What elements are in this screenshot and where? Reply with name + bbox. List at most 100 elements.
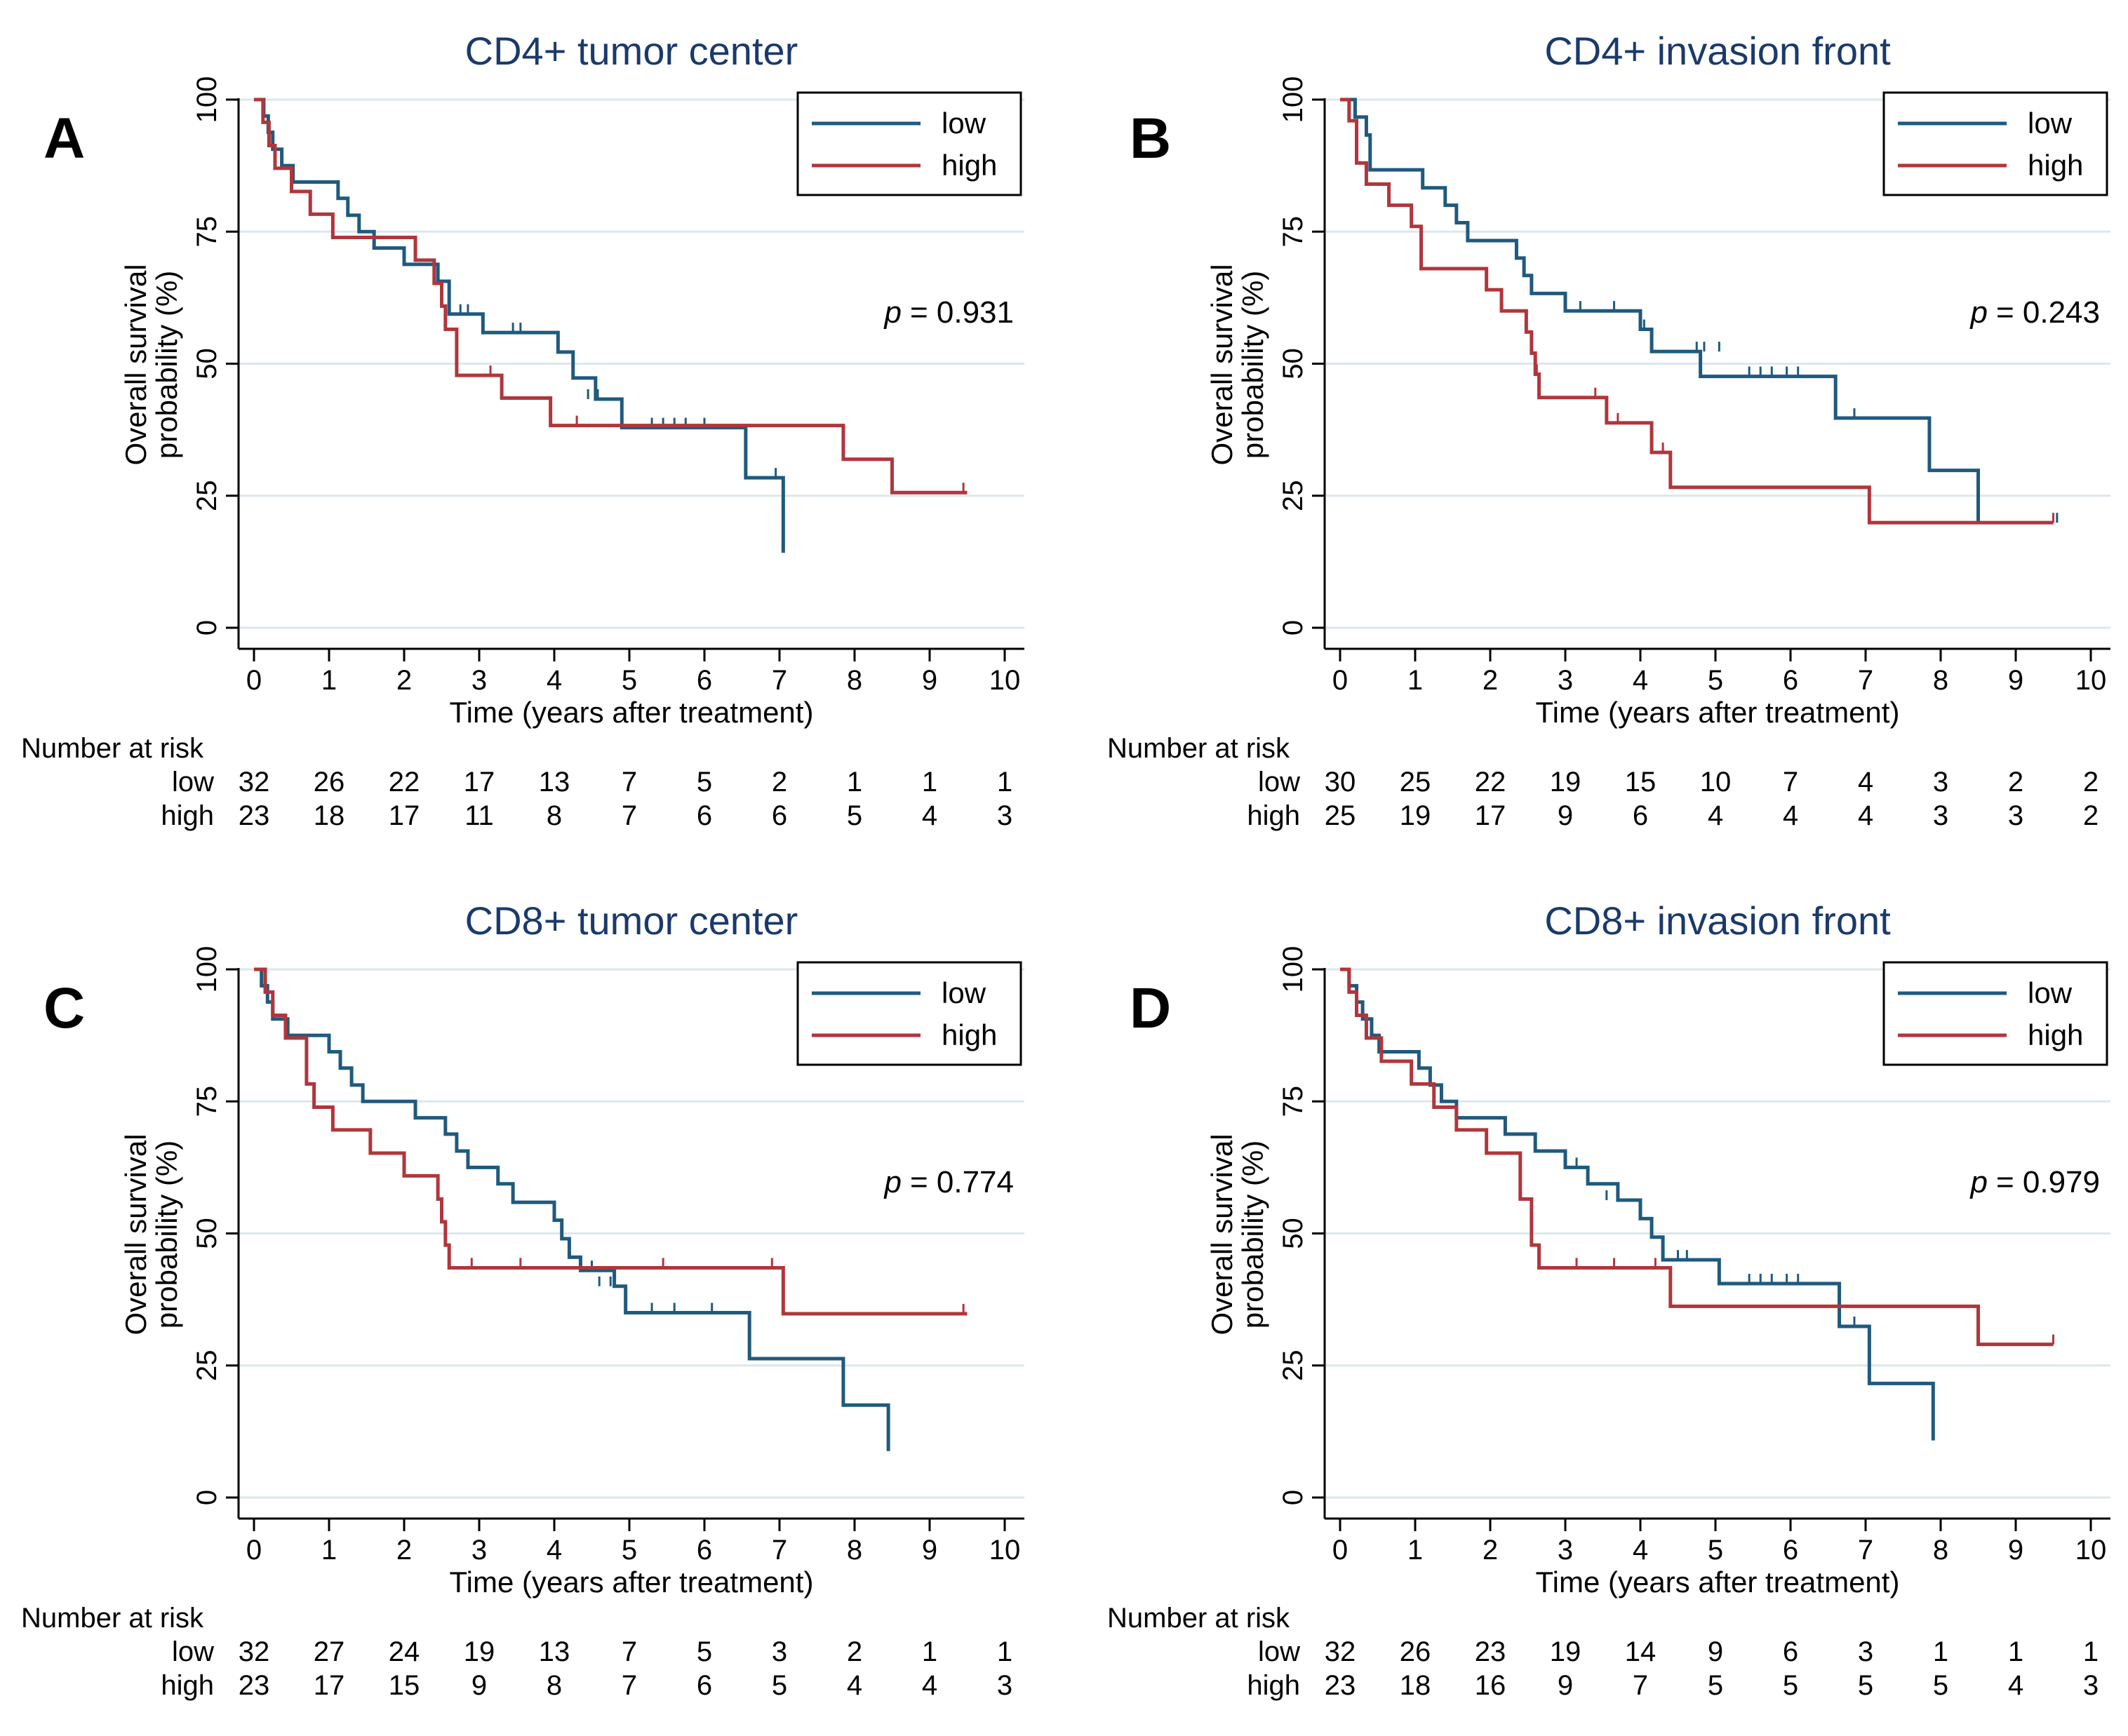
x-axis-label: Time (years after treatment) xyxy=(1536,696,1900,729)
legend-label-high: high xyxy=(2028,149,2083,182)
x-tick-label: 0 xyxy=(246,1535,262,1566)
x-axis-label: Time (years after treatment) xyxy=(450,696,814,729)
risk-count-high: 3 xyxy=(2008,800,2023,831)
risk-count-high: 17 xyxy=(1475,800,1506,831)
x-tick-label: 0 xyxy=(1332,665,1348,696)
y-axis-label-line2: probability (%) xyxy=(150,271,183,459)
risk-count-low: 1 xyxy=(997,767,1012,798)
risk-count-low: 19 xyxy=(464,1636,495,1667)
risk-count-low: 3 xyxy=(1933,767,1948,798)
risk-count-low: 2 xyxy=(2008,767,2023,798)
risk-count-low: 13 xyxy=(539,1636,570,1667)
risk-count-high: 3 xyxy=(997,800,1012,831)
risk-count-high: 7 xyxy=(1633,1670,1648,1701)
x-axis-label: Time (years after treatment) xyxy=(1536,1566,1900,1599)
y-tick-label: 100 xyxy=(192,76,222,123)
chart-title: CD8+ tumor center xyxy=(465,899,798,943)
x-tick-label: 2 xyxy=(1483,1535,1498,1566)
x-tick-label: 10 xyxy=(989,665,1021,696)
risk-table-header: Number at risk xyxy=(21,733,204,764)
risk-count-low: 1 xyxy=(922,767,937,798)
p-value-annotation: p = 0.774 xyxy=(883,1165,1014,1199)
risk-count-low: 1 xyxy=(2083,1636,2099,1667)
y-tick-label: 75 xyxy=(1278,1086,1309,1117)
risk-count-high: 5 xyxy=(1783,1670,1798,1701)
legend-label-low: low xyxy=(942,107,986,140)
x-tick-label: 7 xyxy=(772,1535,787,1566)
risk-count-low: 5 xyxy=(697,1636,712,1667)
x-tick-label: 2 xyxy=(396,665,412,696)
risk-count-high: 11 xyxy=(464,800,494,831)
x-tick-label: 7 xyxy=(1858,665,1873,696)
risk-count-high: 15 xyxy=(389,1670,420,1701)
risk-count-high: 4 xyxy=(922,1670,937,1701)
p-value-annotation: p = 0.979 xyxy=(1969,1165,2100,1199)
risk-count-low: 24 xyxy=(389,1636,420,1667)
p-value: = 0.243 xyxy=(1996,295,2100,330)
p-symbol: p xyxy=(1969,295,1987,330)
x-tick-label: 0 xyxy=(246,665,262,696)
x-tick-label: 8 xyxy=(847,1535,862,1566)
legend-label-low: low xyxy=(2028,107,2073,140)
x-tick-label: 3 xyxy=(471,665,487,696)
risk-count-low: 13 xyxy=(539,767,570,798)
p-value-annotation: p = 0.931 xyxy=(883,295,1014,330)
x-tick-label: 1 xyxy=(321,1535,337,1566)
p-value: = 0.774 xyxy=(910,1165,1014,1199)
chart-title: CD8+ invasion front xyxy=(1544,899,1891,943)
risk-row-label-low: low xyxy=(172,767,214,798)
y-axis-label-line1: Overall survival xyxy=(119,1133,152,1335)
risk-row-label-high: high xyxy=(1247,1670,1300,1701)
risk-count-low: 6 xyxy=(1783,1636,1798,1667)
x-tick-label: 8 xyxy=(1933,665,1948,696)
km-curve-high xyxy=(1340,97,2054,525)
y-tick-label: 0 xyxy=(1278,1490,1309,1505)
risk-count-low: 19 xyxy=(1550,767,1581,798)
risk-table-header: Number at risk xyxy=(21,1603,204,1634)
risk-count-low: 5 xyxy=(697,767,712,798)
legend-label-high: high xyxy=(2028,1018,2083,1051)
risk-count-high: 9 xyxy=(1558,800,1573,831)
risk-count-low: 3 xyxy=(1858,1636,1873,1667)
risk-count-high: 5 xyxy=(1858,1670,1873,1701)
km-curve-low xyxy=(1340,967,1935,1441)
risk-count-low: 3 xyxy=(772,1636,787,1667)
x-tick-label: 5 xyxy=(1708,1535,1723,1566)
km-curve-low xyxy=(254,97,785,553)
x-tick-label: 8 xyxy=(1933,1535,1948,1566)
x-tick-label: 6 xyxy=(1783,1535,1798,1566)
x-tick-label: 9 xyxy=(922,1535,937,1566)
y-tick-label: 25 xyxy=(192,480,222,512)
panel-letter: C xyxy=(44,976,85,1040)
risk-count-low: 1 xyxy=(922,1636,937,1667)
x-tick-label: 9 xyxy=(2008,1535,2023,1566)
risk-count-low: 1 xyxy=(847,767,862,798)
y-tick-label: 75 xyxy=(1278,216,1309,248)
legend-box xyxy=(1882,961,2108,1066)
risk-count-low: 1 xyxy=(2008,1636,2023,1667)
km-curve-low xyxy=(1340,97,1980,523)
x-tick-label: 9 xyxy=(2008,665,2023,696)
x-tick-label: 0 xyxy=(1332,1535,1348,1566)
legend-label-high: high xyxy=(942,149,997,182)
risk-count-high: 18 xyxy=(314,800,345,831)
panel-letter: B xyxy=(1130,107,1171,170)
risk-count-low: 32 xyxy=(239,1636,270,1667)
risk-count-low: 2 xyxy=(847,1636,862,1667)
risk-row-label-high: high xyxy=(1247,800,1300,831)
y-axis-label-line1: Overall survival xyxy=(1205,1133,1238,1335)
legend-box xyxy=(796,961,1022,1066)
risk-row-label-high: high xyxy=(161,1670,214,1701)
risk-count-high: 4 xyxy=(1858,800,1873,831)
y-axis-label-line2: probability (%) xyxy=(150,1140,183,1328)
y-axis-label-line1: Overall survival xyxy=(119,264,152,465)
risk-count-low: 2 xyxy=(772,767,787,798)
x-tick-label: 6 xyxy=(697,665,712,696)
risk-count-high: 4 xyxy=(1708,800,1723,831)
risk-count-high: 17 xyxy=(389,800,420,831)
p-value-annotation: p = 0.243 xyxy=(1969,295,2100,330)
risk-count-low: 30 xyxy=(1325,767,1356,798)
risk-count-low: 17 xyxy=(464,767,495,798)
risk-count-low: 1 xyxy=(997,1636,1012,1667)
